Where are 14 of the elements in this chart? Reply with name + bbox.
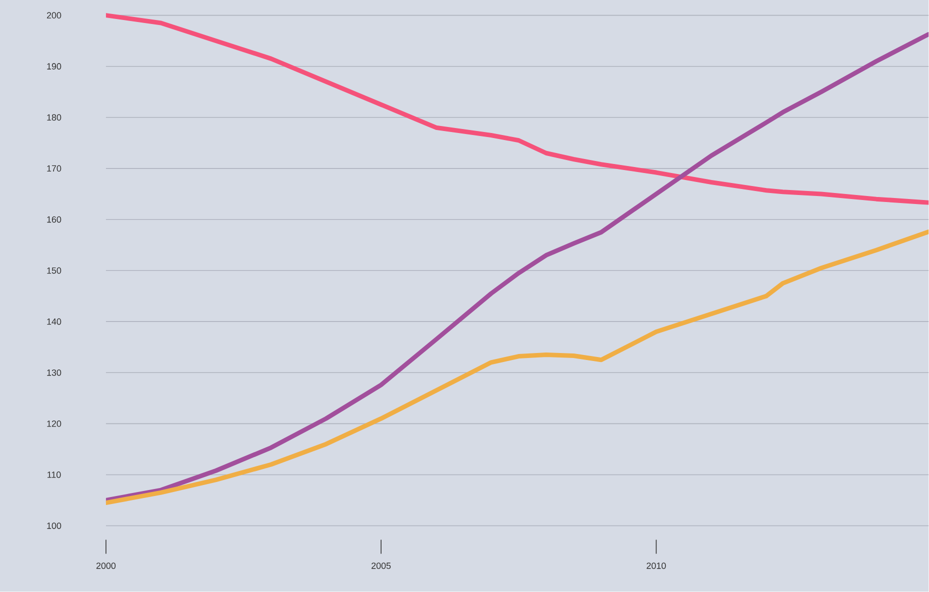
y-tick-label: 130: [47, 370, 62, 376]
x-tick-label: 2010: [646, 562, 666, 570]
y-tick-label: 140: [47, 318, 62, 325]
y-tick-label: 150: [47, 267, 62, 274]
y-tick-label: 190: [47, 63, 62, 70]
y-tick-label: 180: [47, 114, 62, 121]
y-tick-label: 120: [47, 420, 62, 427]
x-tick-label: 2005: [372, 562, 391, 570]
y-tick-label: 110: [48, 472, 61, 478]
y-tick-label: 100: [47, 522, 62, 530]
y-tick-label: 170: [47, 165, 62, 172]
y-tick-label: 200: [46, 12, 62, 19]
y-tick-label: 160: [47, 216, 62, 223]
x-tick-label: 2000: [96, 562, 116, 570]
